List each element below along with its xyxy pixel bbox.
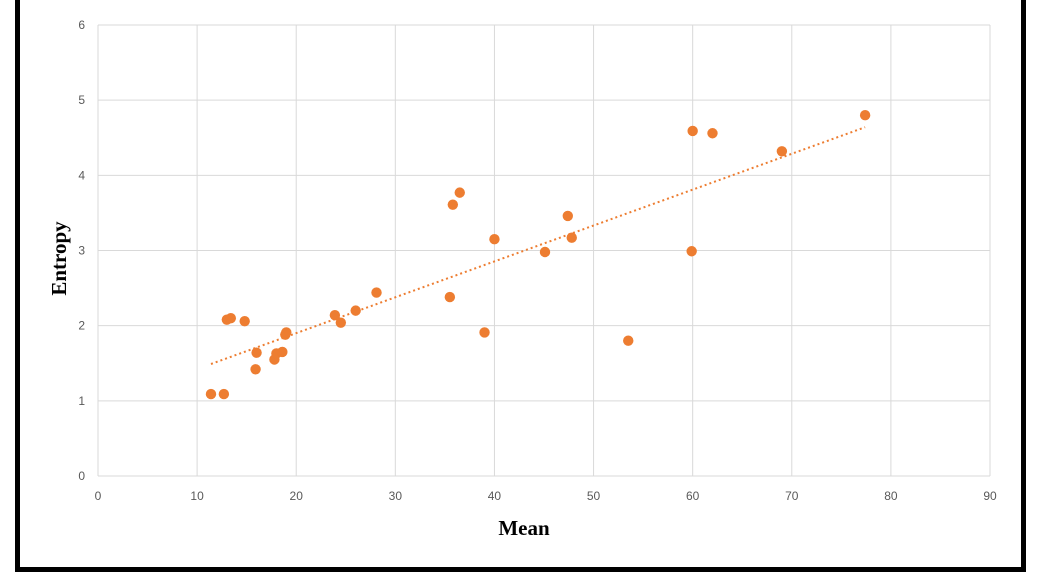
x-tick-labels: 0 10 20 30 40 50 60 70 80 90 bbox=[95, 489, 997, 503]
data-point bbox=[859, 110, 871, 121]
data-point bbox=[251, 347, 262, 358]
data-point bbox=[623, 335, 634, 346]
y-tick-label: 1 bbox=[78, 394, 85, 408]
data-point bbox=[687, 125, 698, 137]
y-tick-label: 2 bbox=[78, 319, 85, 333]
data-point bbox=[454, 187, 465, 198]
x-tick-label: 70 bbox=[785, 489, 799, 503]
data-point bbox=[250, 364, 261, 375]
data-points bbox=[205, 110, 871, 400]
data-point bbox=[329, 309, 341, 321]
data-point bbox=[776, 146, 788, 157]
data-point bbox=[350, 305, 361, 316]
x-tick-label: 20 bbox=[290, 489, 304, 503]
scatter-chart: 0 10 20 30 40 50 60 70 80 90 0 1 2 3 4 5 6 Mean Entropy bbox=[47, 18, 997, 540]
x-tick-label: 0 bbox=[95, 489, 102, 503]
y-tick-labels: 0 1 2 3 4 5 6 bbox=[78, 18, 85, 483]
y-tick-label: 4 bbox=[78, 168, 85, 182]
data-point bbox=[225, 312, 237, 324]
y-tick-label: 6 bbox=[78, 18, 85, 32]
data-point bbox=[371, 287, 382, 298]
data-point bbox=[686, 246, 697, 257]
trendline bbox=[210, 126, 866, 365]
y-axis-title: Entropy bbox=[47, 221, 71, 296]
data-point bbox=[562, 210, 573, 222]
x-tick-label: 40 bbox=[488, 489, 502, 503]
data-point bbox=[479, 327, 490, 338]
data-point bbox=[539, 246, 551, 258]
data-point bbox=[707, 128, 718, 139]
x-tick-label: 80 bbox=[884, 489, 898, 503]
data-point bbox=[277, 346, 288, 358]
y-tick-label: 5 bbox=[78, 93, 85, 107]
data-point bbox=[444, 291, 456, 303]
data-point bbox=[281, 327, 292, 338]
x-axis-title: Mean bbox=[498, 516, 550, 540]
data-point bbox=[489, 234, 500, 245]
data-point bbox=[218, 388, 230, 400]
x-tick-label: 90 bbox=[983, 489, 997, 503]
data-point bbox=[335, 317, 347, 328]
x-tick-label: 60 bbox=[686, 489, 700, 503]
trendline-group bbox=[210, 126, 866, 365]
data-point bbox=[239, 315, 250, 327]
x-tick-label: 10 bbox=[190, 489, 204, 503]
x-tick-label: 30 bbox=[389, 489, 403, 503]
data-point bbox=[447, 199, 459, 210]
y-tick-label: 0 bbox=[78, 469, 85, 483]
data-point bbox=[566, 232, 577, 243]
data-point bbox=[205, 388, 217, 400]
y-tick-label: 3 bbox=[78, 244, 85, 258]
x-tick-label: 50 bbox=[587, 489, 601, 503]
chart-frame: 0 10 20 30 40 50 60 70 80 90 0 1 2 3 4 5 6 Mean Entropy bbox=[15, 0, 1026, 572]
